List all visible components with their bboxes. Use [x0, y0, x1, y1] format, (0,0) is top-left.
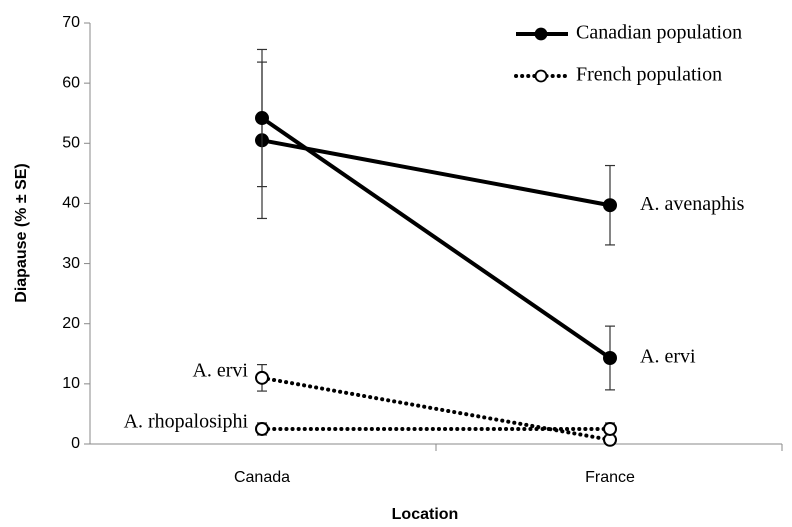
y-tick-label: 30 — [62, 255, 80, 272]
series-label: A. rhopalosiphi — [124, 411, 249, 433]
series-label: A. ervi — [640, 346, 696, 368]
y-tick-label: 10 — [62, 375, 80, 392]
legend-label: Canadian population — [576, 22, 742, 44]
series-line — [260, 116, 612, 360]
x-tick-label: France — [585, 469, 635, 486]
point — [255, 421, 269, 436]
y-tick-label: 50 — [62, 135, 80, 152]
y-tick-label: 70 — [62, 14, 80, 31]
series-line — [260, 375, 612, 442]
y-tick-label: 40 — [62, 195, 80, 212]
legend-marker — [534, 27, 548, 41]
y-tick-label: 0 — [71, 435, 80, 452]
series-label: A. avenaphis — [640, 193, 745, 215]
legend-label: French population — [576, 64, 722, 86]
x-tick-label: Canada — [234, 469, 290, 486]
y-tick-label: 20 — [62, 315, 80, 332]
legend-marker — [534, 69, 548, 83]
point — [255, 111, 269, 126]
series-line — [261, 138, 611, 208]
x-axis-title: Location — [392, 506, 459, 523]
point — [603, 198, 617, 213]
point — [603, 421, 617, 436]
point — [255, 370, 269, 385]
point — [603, 350, 617, 365]
y-tick-label: 60 — [62, 74, 80, 91]
series-label: A. ervi — [192, 359, 248, 381]
y-axis-title: Diapause (% ± SE) — [13, 163, 30, 302]
